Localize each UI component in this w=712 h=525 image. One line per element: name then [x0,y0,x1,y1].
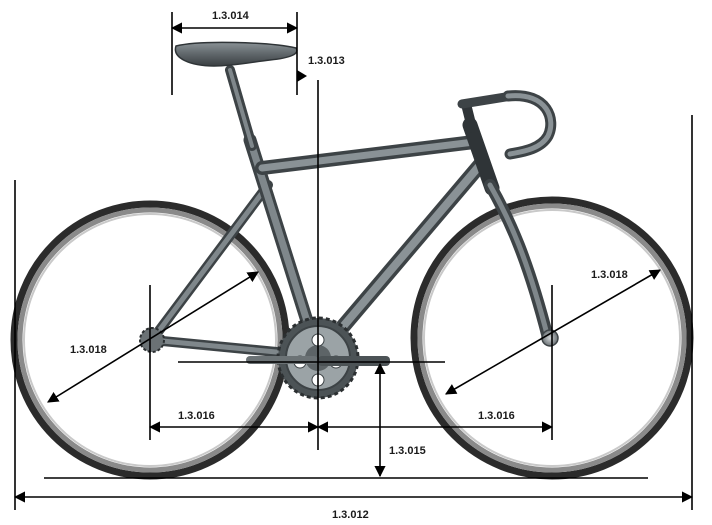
bb-height-label: 1.3.015 [389,445,426,457]
front-hub [541,329,559,347]
rear-center-label: 1.3.016 [178,410,215,422]
overall-length-label: 1.3.012 [332,509,369,521]
saddle [174,41,298,67]
front-center-label: 1.3.016 [478,410,515,422]
saddle-setback-marker [297,70,307,82]
rear-wheel-diameter-label: 1.3.018 [70,344,107,356]
saddle-length-label: 1.3.014 [212,10,250,22]
front-wheel-diameter-label: 1.3.018 [591,269,628,281]
saddle-setback-label: 1.3.013 [308,55,345,67]
rear-wheel-diameter-dimension [47,271,259,403]
front-wheel [410,196,694,480]
front-wheel-diameter-dimension [445,269,661,395]
